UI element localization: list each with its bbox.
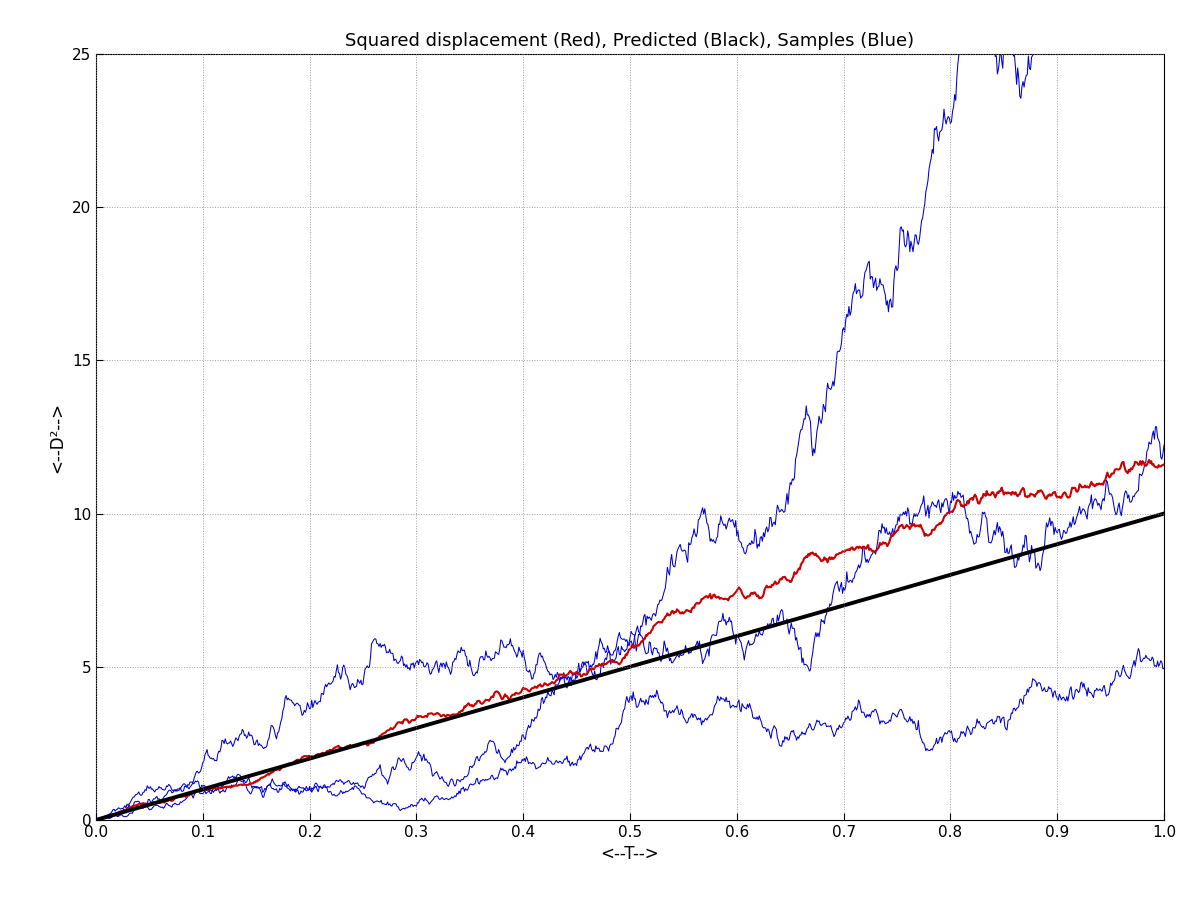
X-axis label: <--T-->: <--T-->	[601, 845, 659, 863]
Y-axis label: <--D²-->: <--D²-->	[48, 402, 66, 472]
Title: Squared displacement (Red), Predicted (Black), Samples (Blue): Squared displacement (Red), Predicted (B…	[346, 32, 914, 50]
